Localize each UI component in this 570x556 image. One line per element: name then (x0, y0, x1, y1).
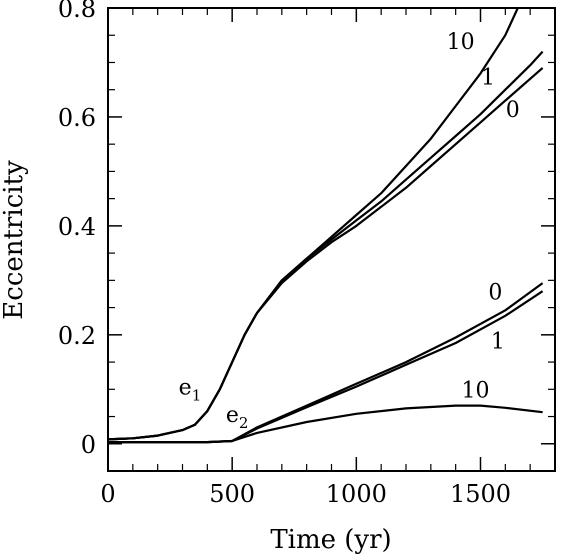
curve-label: 1 (491, 329, 505, 354)
series-line-e1-10 (107, 7, 519, 441)
curves (107, 7, 544, 444)
curve-label: 10 (447, 30, 475, 55)
y-tick-label: 0.2 (58, 322, 96, 350)
y-tick-label: 0 (81, 431, 96, 459)
curve-label: 0 (506, 98, 520, 123)
curve-label: 10 (462, 378, 490, 403)
plot-frame (107, 7, 556, 472)
y-axis-title: Eccentricity (0, 160, 29, 320)
y-tick-labels: 0 0.2 0.4 0.6 0.8 (58, 0, 96, 459)
y-tick-label: 0.4 (58, 213, 96, 241)
x-tick-label: 1000 (326, 480, 387, 508)
series-line-e2-10 (108, 404, 543, 444)
group-label-e1: e1 (179, 376, 202, 405)
x-tick-label: 500 (209, 480, 255, 508)
curve-label: 0 (488, 280, 502, 305)
x-axis-title: Time (yr) (270, 525, 391, 555)
group-label-e2: e2 (226, 403, 249, 432)
series-line-e1-0 (107, 67, 544, 441)
y-tick-label: 0.8 (58, 0, 96, 23)
x-tick-labels: 0 500 1000 1500 (100, 480, 511, 508)
x-tick-label: 1500 (450, 480, 511, 508)
x-tick-label: 0 (100, 480, 115, 508)
y-tick-label: 0.6 (58, 104, 96, 132)
curve-label: 1 (481, 65, 495, 90)
